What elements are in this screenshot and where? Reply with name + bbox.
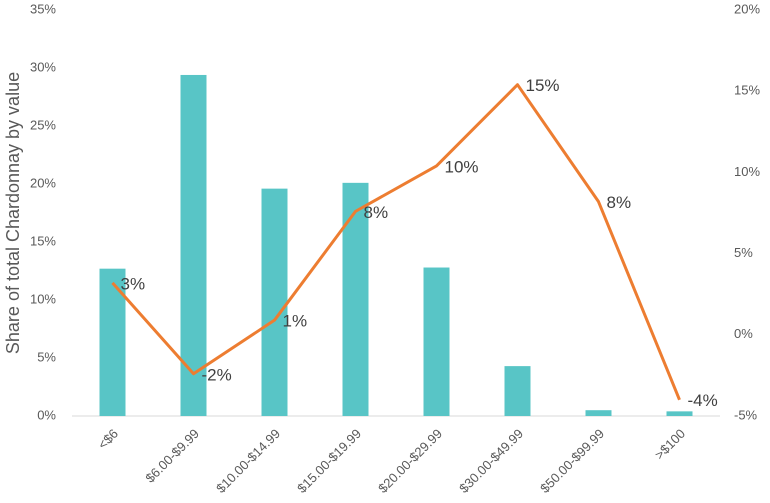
data-label: 15% [526,76,560,95]
x-tick-label: $6.00-$9.99 [142,426,202,486]
data-label: 10% [445,157,479,176]
data-label: -2% [202,365,232,384]
bar [261,188,288,416]
x-tick-label: $30.00-$49.99 [456,426,526,496]
y2-tick-label: 15% [734,83,760,98]
x-tick-label: $10.00-$14.99 [213,426,283,496]
y-tick-label: 10% [30,291,56,306]
y-tick-label: 30% [30,59,56,74]
y-tick-label: 5% [37,349,56,364]
y-axis-label: Share of total Chardonnay by value [3,72,23,354]
bar [423,267,450,416]
data-label: 3% [121,274,146,293]
y2-tick-label: 5% [734,245,753,260]
bar [504,366,531,416]
x-tick-label: $50.00-$99.99 [537,426,607,496]
x-tick-label: $20.00-$29.99 [375,426,445,496]
data-label: 8% [607,193,632,212]
x-tick-label: <$6 [95,426,121,452]
y-tick-label: 20% [30,175,56,190]
bar [180,74,207,417]
y2-tick-label: 10% [734,164,760,179]
bar [585,410,612,416]
bar [666,411,693,416]
data-label: 8% [364,203,389,222]
y2-tick-label: 0% [734,326,753,341]
data-label: -4% [688,391,718,410]
y2-tick-label: -5% [734,407,758,422]
x-tick-label: >$100 [652,426,688,462]
y2-tick-label: 20% [734,1,760,16]
y-tick-label: 25% [30,117,56,132]
x-tick-label: $15.00-$19.99 [294,426,364,496]
data-label: 1% [283,312,308,331]
line [111,83,681,401]
y-tick-label: 35% [30,1,56,16]
y-tick-label: 15% [30,233,56,248]
y-tick-label: 0% [37,407,56,422]
